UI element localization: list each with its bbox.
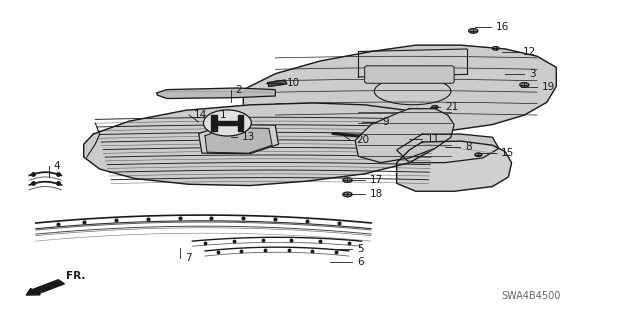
Text: 20: 20 <box>356 136 369 145</box>
Polygon shape <box>198 124 278 154</box>
Text: 12: 12 <box>523 47 536 56</box>
Circle shape <box>468 29 478 33</box>
Circle shape <box>475 153 482 157</box>
Text: 16: 16 <box>496 22 509 32</box>
Text: 11: 11 <box>428 134 440 144</box>
Bar <box>211 115 216 131</box>
Text: 15: 15 <box>500 148 514 158</box>
Bar <box>238 115 243 131</box>
Text: 8: 8 <box>466 142 472 152</box>
Ellipse shape <box>204 110 252 136</box>
Text: FR.: FR. <box>66 271 85 281</box>
Text: 10: 10 <box>287 78 300 88</box>
Text: 13: 13 <box>242 132 255 142</box>
Text: 2: 2 <box>236 85 243 95</box>
Text: 19: 19 <box>542 82 556 92</box>
Text: 5: 5 <box>357 244 364 254</box>
Text: 17: 17 <box>370 175 383 185</box>
Polygon shape <box>397 141 511 191</box>
Text: 3: 3 <box>529 69 536 79</box>
Circle shape <box>432 106 438 109</box>
Circle shape <box>492 47 499 50</box>
FancyBboxPatch shape <box>365 66 454 83</box>
Text: 9: 9 <box>383 117 389 127</box>
Circle shape <box>343 178 352 182</box>
Text: 6: 6 <box>357 257 364 267</box>
Polygon shape <box>157 88 275 99</box>
Bar <box>216 122 238 124</box>
Circle shape <box>343 192 352 197</box>
Polygon shape <box>84 103 442 186</box>
Text: 1: 1 <box>220 110 227 120</box>
Polygon shape <box>268 80 287 86</box>
Circle shape <box>520 83 529 87</box>
Polygon shape <box>397 134 499 163</box>
Text: 4: 4 <box>54 161 60 172</box>
Text: SWA4B4500: SWA4B4500 <box>501 291 561 301</box>
Text: 21: 21 <box>445 102 458 112</box>
FancyArrow shape <box>26 280 65 295</box>
Text: 14: 14 <box>194 110 207 120</box>
Text: 18: 18 <box>370 189 383 199</box>
Text: 7: 7 <box>184 253 191 263</box>
Polygon shape <box>205 128 272 153</box>
Polygon shape <box>355 109 454 163</box>
Polygon shape <box>243 45 556 140</box>
